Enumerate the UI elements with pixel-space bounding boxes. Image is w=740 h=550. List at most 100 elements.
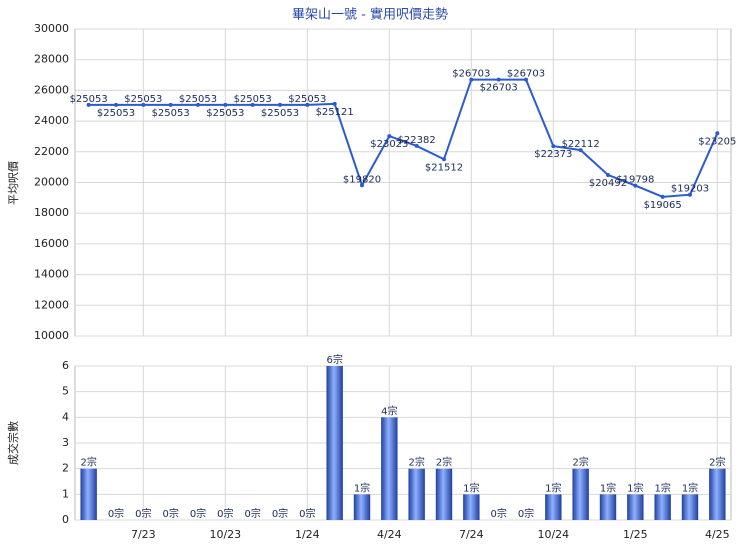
y-tick-label: 26000 xyxy=(34,83,69,96)
bar xyxy=(599,494,617,520)
bar xyxy=(545,494,562,520)
point xyxy=(524,77,528,82)
data-label: $25053 xyxy=(234,94,272,105)
bar xyxy=(326,366,343,520)
y-tick-label: 5 xyxy=(62,385,69,398)
point xyxy=(578,148,583,153)
data-label: 2宗 xyxy=(572,456,588,469)
data-label: 0宗 xyxy=(190,507,206,520)
y-tick-label: 14000 xyxy=(34,268,69,281)
x-tick-label: 7/23 xyxy=(131,528,156,541)
data-label: $25053 xyxy=(70,94,108,105)
data-label: 0宗 xyxy=(518,507,534,520)
data-label: 0宗 xyxy=(108,507,124,520)
data-label: 2宗 xyxy=(436,456,452,469)
data-label: $22373 xyxy=(534,149,572,160)
y-axis-label: 平均呎價 xyxy=(6,161,20,205)
y-tick-label: 28000 xyxy=(34,53,69,66)
bar xyxy=(627,494,644,520)
point xyxy=(86,102,91,107)
data-label: $22382 xyxy=(398,135,436,146)
point xyxy=(196,102,200,107)
bar xyxy=(353,494,371,520)
data-label: 1宗 xyxy=(545,481,561,494)
point xyxy=(360,183,364,188)
x-tick-label: 4/25 xyxy=(705,528,730,541)
bar xyxy=(709,468,726,520)
chart-title: 畢架山一號 - 實用呎價走勢 xyxy=(292,7,448,23)
x-tick-label: 4/24 xyxy=(377,528,402,541)
x-tick-label: 1/24 xyxy=(295,528,320,541)
data-label: $19798 xyxy=(616,175,654,186)
point xyxy=(414,143,419,148)
y-tick-label: 18000 xyxy=(34,206,69,219)
data-label: 2宗 xyxy=(80,456,96,469)
point xyxy=(688,192,692,197)
data-label: $26703 xyxy=(452,69,490,80)
data-label: $26703 xyxy=(480,83,518,94)
data-label: $19203 xyxy=(671,184,709,195)
data-label: 2宗 xyxy=(408,456,424,469)
data-label: 1宗 xyxy=(627,481,643,494)
data-label: 1宗 xyxy=(600,481,616,494)
y-tick-label: 30000 xyxy=(34,22,69,35)
data-label: 1宗 xyxy=(354,481,370,494)
bar xyxy=(681,494,699,520)
y-axis-label: 成交宗數 xyxy=(6,421,20,465)
x-tick-label: 7/24 xyxy=(459,528,484,541)
y-tick-label: 3 xyxy=(62,436,69,449)
bar xyxy=(572,468,589,520)
y-tick-label: 12000 xyxy=(34,298,69,311)
bar xyxy=(381,417,398,520)
data-label: 0宗 xyxy=(272,507,288,520)
data-label: $25053 xyxy=(97,108,135,119)
data-label: 0宗 xyxy=(490,507,506,520)
data-label: $26703 xyxy=(507,69,545,80)
y-tick-label: 16000 xyxy=(34,237,69,250)
data-label: 1宗 xyxy=(682,481,698,494)
data-label: $25053 xyxy=(261,108,299,119)
line xyxy=(88,78,719,198)
data-label: 0宗 xyxy=(299,507,315,520)
point xyxy=(606,172,610,177)
data-label: $25053 xyxy=(179,94,217,105)
data-label: $20492 xyxy=(589,178,627,189)
y-tick-label: 22000 xyxy=(34,145,69,158)
point xyxy=(141,102,146,107)
data-label: 0宗 xyxy=(162,507,178,520)
data-label: 0宗 xyxy=(244,507,260,520)
point xyxy=(278,102,282,107)
data-label: $25053 xyxy=(288,94,326,105)
x-tick-label: 10/23 xyxy=(209,528,241,541)
point xyxy=(168,102,173,107)
point xyxy=(633,183,638,188)
bar xyxy=(654,494,671,520)
point xyxy=(305,102,310,107)
data-label: $25053 xyxy=(124,94,162,105)
y-tick-label: 6 xyxy=(62,359,69,372)
data-label: 0宗 xyxy=(135,507,151,520)
point xyxy=(496,77,501,82)
point xyxy=(332,101,337,106)
point xyxy=(250,102,255,107)
point xyxy=(387,134,392,139)
bar xyxy=(435,468,453,520)
data-label: 2宗 xyxy=(709,456,725,469)
bar xyxy=(463,494,480,520)
y-tick-label: 4 xyxy=(62,410,69,423)
bar xyxy=(408,468,425,520)
data-label: 0宗 xyxy=(217,507,233,520)
data-label: $25121 xyxy=(316,107,354,118)
data-label: $19065 xyxy=(644,200,682,211)
y-tick-label: 2 xyxy=(62,462,69,475)
data-label: $22112 xyxy=(562,139,600,150)
data-label: $25053 xyxy=(152,108,190,119)
y-tick-label: 0 xyxy=(62,513,69,526)
x-tick-label: 10/24 xyxy=(537,528,569,541)
point xyxy=(660,194,665,199)
data-label: 4宗 xyxy=(381,404,397,417)
point xyxy=(469,77,474,82)
point xyxy=(715,131,720,136)
bar xyxy=(80,468,97,520)
